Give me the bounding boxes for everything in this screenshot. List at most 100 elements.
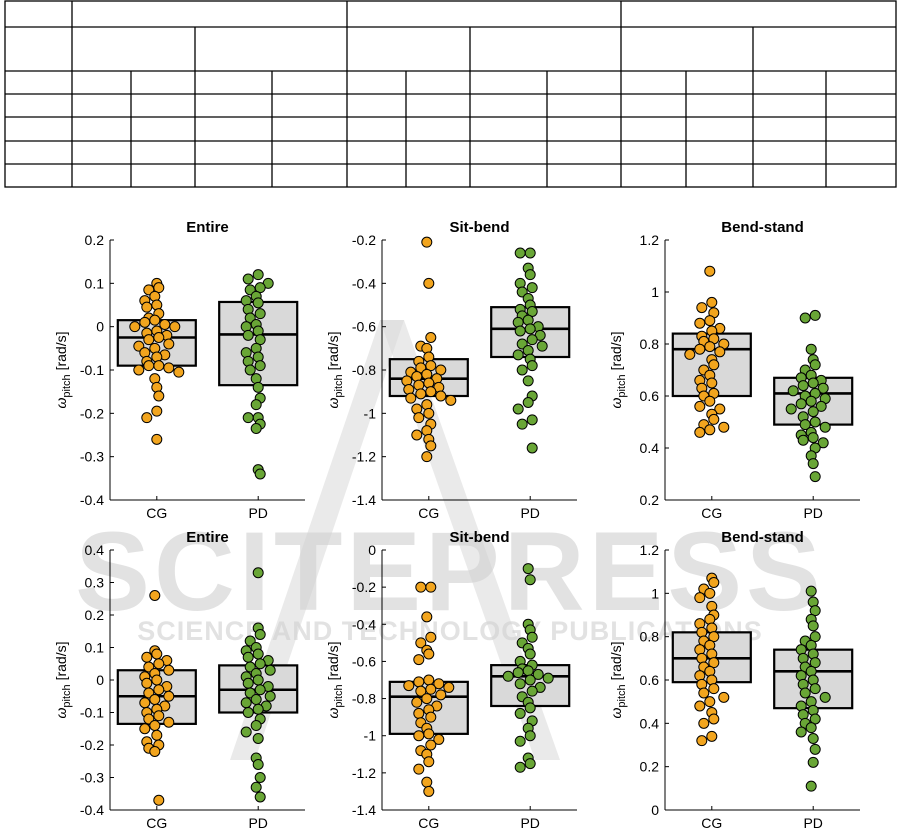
y-tick-label: -1.2 bbox=[352, 449, 376, 465]
data-point-pd bbox=[254, 360, 266, 372]
data-point-pd bbox=[522, 563, 534, 575]
data-point-pd bbox=[514, 761, 526, 773]
grid-table bbox=[4, 0, 897, 188]
data-point-pd bbox=[252, 381, 264, 393]
data-point-cg bbox=[143, 360, 155, 372]
x-tick-label: CG bbox=[418, 505, 439, 521]
data-point-pd bbox=[252, 297, 264, 309]
data-point-pd bbox=[524, 758, 536, 770]
data-point-pd bbox=[514, 325, 526, 337]
y-tick-label: -0.6 bbox=[352, 319, 376, 335]
data-point-pd bbox=[526, 631, 538, 643]
y-tick-label: 1 bbox=[651, 284, 659, 300]
y-tick-label: -0.3 bbox=[80, 449, 104, 465]
data-point-cg bbox=[684, 348, 696, 360]
data-point-cg bbox=[153, 794, 165, 806]
x-tick-label: PD bbox=[248, 505, 267, 521]
data-point-cg bbox=[706, 730, 718, 742]
x-tick-label: PD bbox=[520, 815, 539, 831]
data-point-cg bbox=[415, 581, 427, 593]
data-point-pd bbox=[815, 400, 827, 412]
data-point-cg bbox=[714, 346, 726, 358]
data-point-cg bbox=[696, 735, 708, 747]
data-point-cg bbox=[694, 700, 706, 712]
data-point-pd bbox=[805, 343, 817, 355]
data-point-pd bbox=[242, 677, 254, 689]
data-point-cg bbox=[696, 302, 708, 314]
y-tick-label: -0.2 bbox=[352, 232, 376, 248]
data-point-pd bbox=[817, 437, 829, 449]
data-point-pd bbox=[807, 620, 819, 632]
watermark-line1: SCITEPRESS bbox=[75, 509, 825, 634]
data-point-cg bbox=[435, 689, 447, 701]
y-tick-label: -0.1 bbox=[80, 705, 104, 721]
data-point-cg bbox=[153, 332, 165, 343]
data-point-pd bbox=[805, 395, 817, 407]
data-point-pd bbox=[254, 629, 266, 640]
data-point-cg bbox=[411, 696, 423, 708]
data-point-pd bbox=[252, 648, 264, 660]
data-point-cg bbox=[415, 637, 427, 649]
data-point-cg bbox=[423, 648, 435, 660]
x-tick-label: CG bbox=[701, 815, 722, 831]
y-tick-label: -0.1 bbox=[80, 362, 104, 378]
data-point-cg bbox=[718, 421, 730, 433]
data-point-cg bbox=[139, 316, 151, 328]
y-tick-label: 0.8 bbox=[640, 629, 660, 645]
data-point-pd bbox=[542, 672, 554, 684]
data-point-pd bbox=[524, 648, 536, 660]
x-tick-label: CG bbox=[418, 815, 439, 831]
data-point-cg bbox=[153, 658, 165, 670]
chart-title: Bend-stand bbox=[721, 529, 804, 546]
data-point-pd bbox=[532, 668, 544, 680]
data-point-cg bbox=[413, 412, 425, 424]
data-point-cg bbox=[149, 720, 161, 731]
data-point-pd bbox=[805, 722, 817, 734]
data-point-pd bbox=[242, 707, 254, 718]
data-point-pd bbox=[250, 423, 262, 434]
data-point-cg bbox=[421, 611, 433, 623]
data-point-cg bbox=[445, 394, 457, 406]
y-tick-label: -1.4 bbox=[352, 492, 376, 508]
data-point-cg bbox=[413, 707, 425, 719]
data-point-pd bbox=[526, 282, 538, 294]
data-point-pd bbox=[785, 403, 797, 415]
data-point-cg bbox=[425, 581, 437, 593]
data-point-cg bbox=[163, 664, 175, 676]
data-point-cg bbox=[163, 362, 175, 374]
data-point-cg bbox=[139, 723, 151, 735]
data-point-cg bbox=[415, 685, 427, 697]
y-tick-label: -0.4 bbox=[80, 802, 104, 818]
data-point-pd bbox=[252, 269, 264, 281]
data-point-cg bbox=[149, 590, 161, 601]
x-tick-label: PD bbox=[803, 815, 822, 831]
data-point-cg bbox=[413, 654, 425, 666]
data-point-cg bbox=[694, 592, 706, 604]
data-point-cg bbox=[153, 684, 165, 696]
data-point-pd bbox=[244, 364, 256, 376]
data-point-pd bbox=[526, 442, 538, 454]
data-point-cg bbox=[423, 674, 435, 686]
data-point-pd bbox=[250, 720, 262, 731]
y-tick-label: 0.3 bbox=[85, 575, 105, 591]
data-point-cg bbox=[173, 366, 185, 378]
data-point-cg bbox=[425, 386, 437, 398]
y-tick-label: 0.8 bbox=[640, 336, 660, 352]
data-point-pd bbox=[817, 382, 829, 394]
data-point-cg bbox=[423, 407, 435, 419]
data-point-pd bbox=[514, 707, 526, 719]
chart-panel-3: Bend-stand ωpitch [rad/s] 0.2 0.4 0.6 0.8 1 1.2… bbox=[608, 219, 860, 521]
data-point-cg bbox=[433, 678, 445, 690]
data-point-pd bbox=[250, 781, 262, 793]
data-point-pd bbox=[524, 674, 536, 686]
data-point-pd bbox=[807, 377, 819, 389]
data-point-pd bbox=[536, 340, 548, 352]
chart-title: Sit-bend bbox=[450, 529, 510, 546]
data-point-pd bbox=[819, 421, 831, 433]
y-tick-label: -0.2 bbox=[80, 737, 104, 753]
data-point-pd bbox=[240, 726, 252, 738]
data-point-pd bbox=[516, 364, 528, 376]
data-point-pd bbox=[264, 664, 276, 676]
data-point-cg bbox=[413, 763, 425, 775]
data-point-cg bbox=[413, 676, 425, 688]
